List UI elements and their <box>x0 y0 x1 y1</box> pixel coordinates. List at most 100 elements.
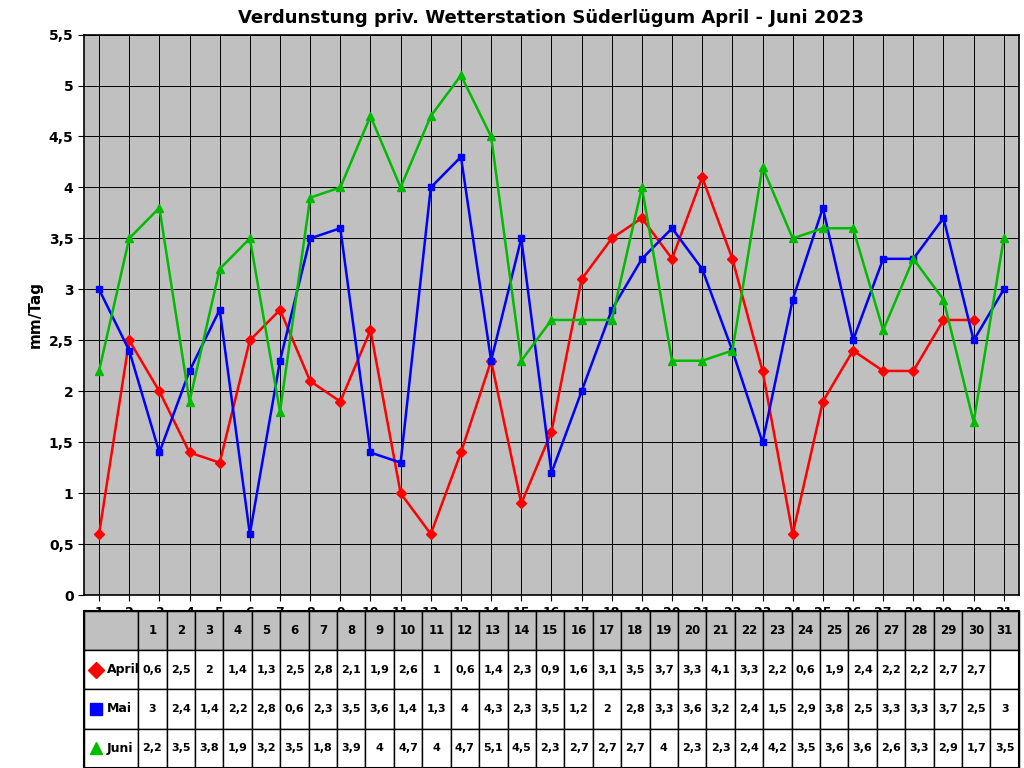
Bar <box>849 729 877 768</box>
April <box>93 529 105 538</box>
Text: 2,3: 2,3 <box>682 743 702 753</box>
Mai <box>877 254 889 263</box>
April <box>726 254 738 263</box>
Bar <box>479 729 508 768</box>
Text: 2,7: 2,7 <box>568 743 589 753</box>
Bar <box>84 729 138 768</box>
April <box>877 366 889 376</box>
Text: 3,3: 3,3 <box>882 704 901 714</box>
Text: 2: 2 <box>603 704 611 714</box>
Text: 2,7: 2,7 <box>626 743 645 753</box>
Text: 1,4: 1,4 <box>483 664 503 674</box>
Title: Verdunstung priv. Wetterstation Süderlügum April - Juni 2023: Verdunstung priv. Wetterstation Süderlüg… <box>239 9 864 28</box>
Text: 11: 11 <box>428 624 444 637</box>
Bar <box>735 729 763 768</box>
Bar <box>707 729 735 768</box>
Text: Juni: Juni <box>106 742 133 755</box>
Bar <box>934 611 963 650</box>
Text: 3,9: 3,9 <box>341 743 361 753</box>
Juni <box>273 407 286 416</box>
April <box>154 387 166 396</box>
April <box>847 346 859 355</box>
Text: 13: 13 <box>485 624 502 637</box>
Line: Juni: Juni <box>95 71 1008 426</box>
Juni <box>183 397 196 406</box>
Text: 2,2: 2,2 <box>909 664 930 674</box>
Bar <box>934 690 963 729</box>
Bar <box>451 611 479 650</box>
Juni <box>757 163 769 172</box>
Juni <box>515 356 527 366</box>
Bar <box>678 650 707 690</box>
Text: 2,2: 2,2 <box>768 664 787 674</box>
Bar <box>990 650 1019 690</box>
Text: 2: 2 <box>177 624 185 637</box>
Bar <box>223 611 252 650</box>
Text: 1,4: 1,4 <box>227 664 248 674</box>
Bar <box>84 690 138 729</box>
Bar <box>707 611 735 650</box>
Text: 30: 30 <box>968 624 984 637</box>
Juni <box>365 111 377 121</box>
Bar <box>820 729 849 768</box>
Text: 5: 5 <box>262 624 270 637</box>
Mai <box>214 305 226 314</box>
Text: 3,6: 3,6 <box>682 704 702 714</box>
Text: 4,1: 4,1 <box>711 664 730 674</box>
Bar <box>792 611 820 650</box>
Bar <box>678 729 707 768</box>
Text: 26: 26 <box>854 624 870 637</box>
Text: 3,3: 3,3 <box>682 664 701 674</box>
Text: 19: 19 <box>655 624 672 637</box>
Text: 4: 4 <box>376 743 384 753</box>
Bar <box>308 650 337 690</box>
Bar <box>792 690 820 729</box>
Bar <box>337 650 366 690</box>
Text: 2,5: 2,5 <box>853 704 872 714</box>
Juni <box>154 204 166 213</box>
Text: 4: 4 <box>233 624 242 637</box>
Text: 2: 2 <box>206 664 213 674</box>
Text: 3,6: 3,6 <box>853 743 872 753</box>
Bar <box>963 729 990 768</box>
Juni <box>786 233 799 243</box>
Bar <box>820 650 849 690</box>
Bar <box>934 729 963 768</box>
Text: 2,8: 2,8 <box>313 664 333 674</box>
Text: 3,3: 3,3 <box>739 664 759 674</box>
Bar <box>849 611 877 650</box>
Bar <box>366 650 394 690</box>
Juni <box>93 366 105 376</box>
Juni <box>545 316 557 325</box>
Bar <box>735 650 763 690</box>
Text: 7: 7 <box>318 624 327 637</box>
Text: 2,2: 2,2 <box>142 743 162 753</box>
Mai <box>666 223 678 233</box>
Mai <box>304 233 316 243</box>
Text: 2,1: 2,1 <box>341 664 361 674</box>
Text: 1,7: 1,7 <box>967 743 986 753</box>
Text: 3,8: 3,8 <box>824 704 844 714</box>
Bar <box>223 729 252 768</box>
Mai <box>817 204 829 213</box>
Bar <box>905 650 934 690</box>
Bar <box>451 690 479 729</box>
Bar <box>763 611 792 650</box>
Bar <box>707 650 735 690</box>
Text: 1: 1 <box>432 664 440 674</box>
Bar <box>564 650 593 690</box>
Text: 1,8: 1,8 <box>313 743 333 753</box>
Bar <box>820 690 849 729</box>
Text: 3: 3 <box>1000 704 1009 714</box>
Mai <box>997 285 1010 294</box>
Text: 4: 4 <box>461 704 469 714</box>
Text: 1,3: 1,3 <box>256 664 275 674</box>
April <box>123 336 135 345</box>
Bar <box>281 611 308 650</box>
Bar <box>963 611 990 650</box>
Text: 29: 29 <box>940 624 956 637</box>
Bar <box>622 729 649 768</box>
Mai <box>636 254 648 263</box>
April <box>907 366 920 376</box>
April <box>757 366 769 376</box>
